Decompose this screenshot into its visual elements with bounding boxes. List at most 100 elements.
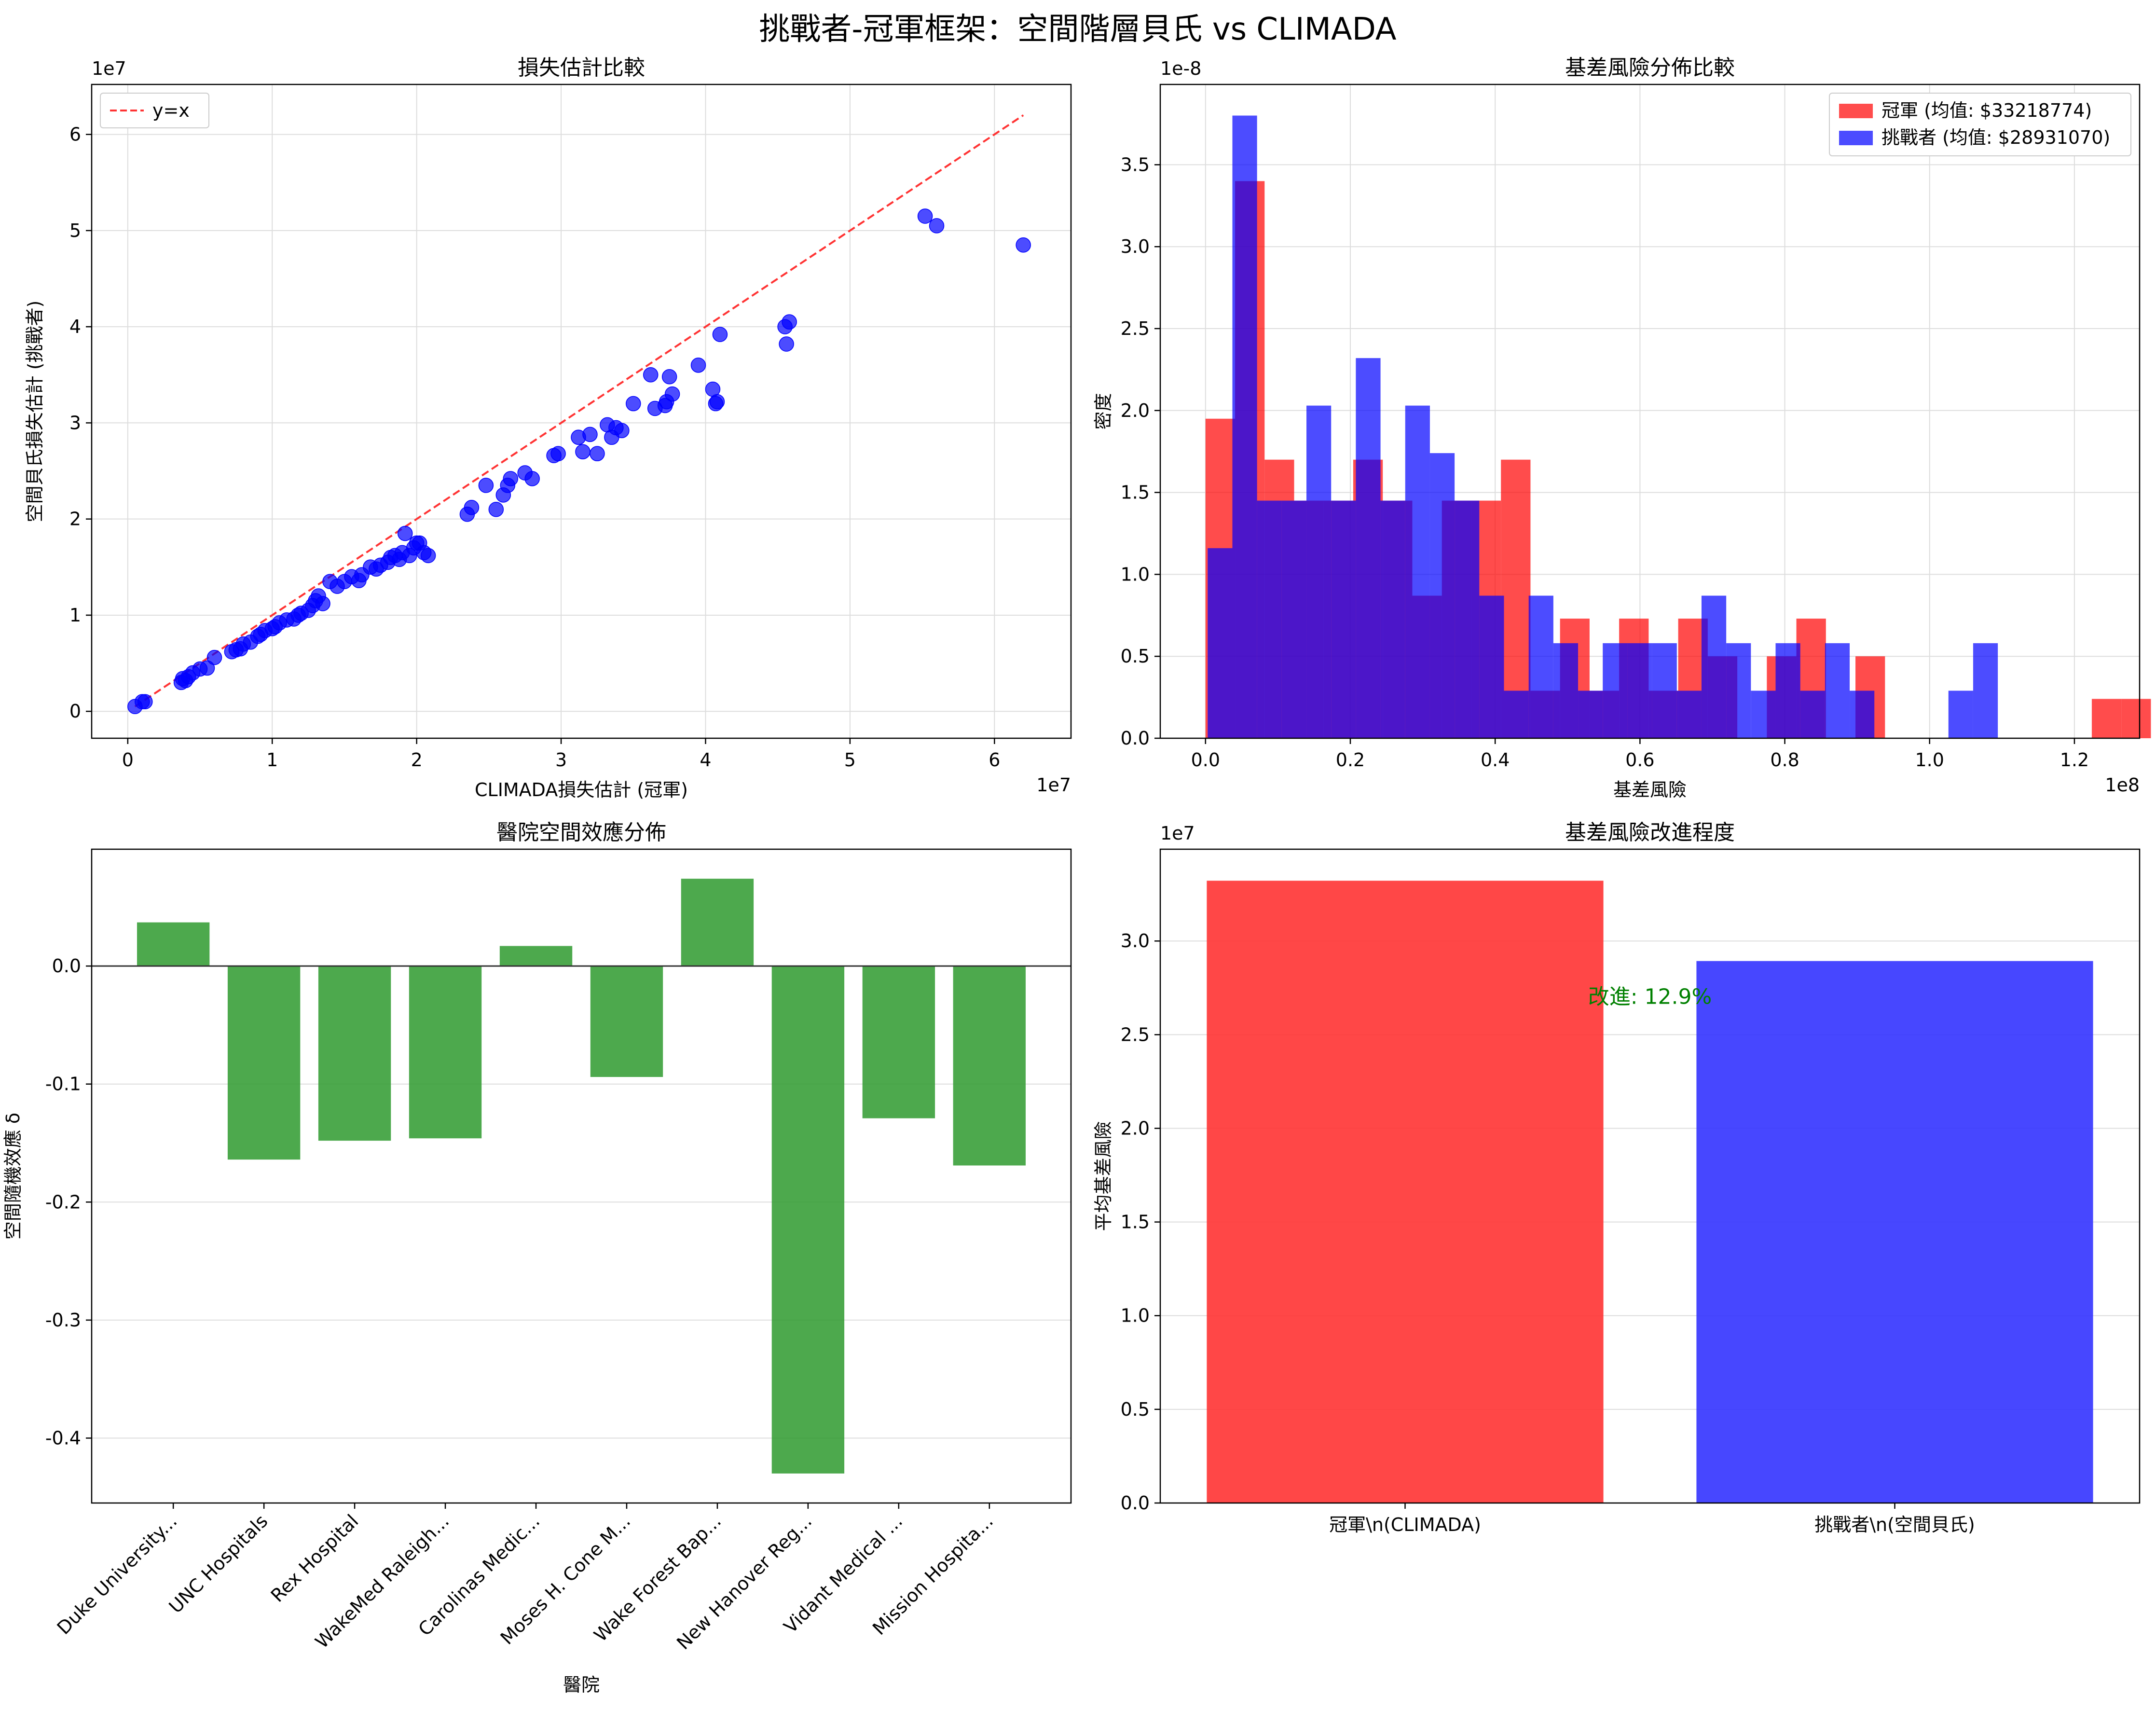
scatter-point — [524, 471, 540, 486]
scatter-point — [614, 423, 630, 439]
x-tick-label: 2 — [411, 749, 423, 771]
y-tick-label: 0.0 — [1121, 1492, 1150, 1514]
y-axis-label: 空間隨機效應 δ — [2, 1113, 24, 1240]
histogram-bar-challenger — [1553, 643, 1579, 738]
improvement-panel: 冠軍\n(CLIMADA) 挑戰者\n(空間貝氏) 0.0 0.5 1.0 1.5 2.0 2… — [1093, 820, 2141, 1535]
scatter-point — [643, 367, 659, 383]
y-tick-label: 0.5 — [1121, 646, 1150, 667]
y-tick-label: 1.0 — [1121, 1305, 1150, 1326]
axes-frame — [91, 83, 1072, 739]
histogram-bar-challenger — [1331, 500, 1356, 738]
y-tick-label: 3.0 — [1121, 930, 1150, 952]
histogram-bar-challenger — [1627, 643, 1652, 738]
y-tick-label: 0.0 — [52, 955, 81, 977]
scatter-point — [575, 444, 590, 459]
y-tick-label: 1.0 — [1121, 564, 1150, 585]
histogram-bar-challenger — [1825, 643, 1850, 738]
scatter-point — [503, 471, 519, 486]
histogram-bar-challenger — [1676, 690, 1702, 738]
spatial-effect-bar — [862, 966, 935, 1118]
scatter-point — [782, 314, 797, 330]
x-axis-label: CLIMADA損失估計 (冠軍) — [475, 779, 688, 800]
y-tick-label: 3.5 — [1121, 154, 1150, 175]
scatter-point — [929, 218, 945, 234]
spatial-effect-bar — [771, 966, 845, 1474]
histogram-bar-challenger — [1701, 595, 1727, 738]
scatter-point — [590, 446, 605, 461]
spatial-effect-bar — [227, 966, 301, 1160]
scatter-point — [199, 660, 215, 676]
x-tick-label: 5 — [844, 749, 856, 771]
scatter-point — [664, 386, 680, 402]
y-tick-label: 1.5 — [1121, 1212, 1150, 1233]
histogram-bar-challenger — [1455, 500, 1480, 738]
legend-label-challenger: 挑戰者 (均值: $28931070) — [1881, 127, 2110, 148]
histogram-bar-challenger — [1800, 690, 1825, 738]
histogram-bar-challenger — [1504, 690, 1529, 738]
histogram-bar-challenger — [1257, 500, 1282, 738]
y-tick-label: 3 — [69, 412, 81, 433]
scatter-point — [397, 525, 413, 541]
scatter-point — [315, 596, 330, 611]
scatter-point — [206, 649, 222, 665]
scatter-point — [488, 502, 504, 517]
y-tick-label: 2 — [69, 509, 81, 530]
x-tick-label: 4 — [700, 749, 711, 771]
y-tick-label: 0.5 — [1121, 1399, 1150, 1420]
scatter-point — [917, 208, 933, 224]
spatial-effect-bar — [953, 966, 1026, 1166]
axes-frame — [91, 848, 1072, 1504]
panel-title: 損失估計比較 — [518, 55, 645, 80]
y-axis-label: 密度 — [1093, 393, 1114, 429]
y-axis-label: 平均基差風險 — [1093, 1121, 1114, 1231]
y-tick-label: 0.0 — [1121, 728, 1150, 749]
x-axis-label: 基差風險 — [1613, 779, 1687, 800]
scatter-point — [626, 396, 641, 412]
y-tick-label: 0 — [69, 701, 81, 722]
histogram-bar-challenger — [1405, 405, 1430, 738]
y-tick-label: 2.0 — [1121, 1117, 1150, 1139]
y-tick-label: -0.2 — [45, 1191, 81, 1213]
y-tick-label: 2.0 — [1121, 400, 1150, 421]
spatial-effect-bar — [499, 946, 573, 966]
histogram-bar-challenger — [1429, 453, 1455, 738]
y-tick-label: 3.0 — [1121, 236, 1150, 257]
scatter-point — [779, 336, 794, 352]
histogram-bar-challenger — [1578, 690, 1603, 738]
category-label: 挑戰者\n(空間貝氏) — [1814, 1514, 1975, 1535]
x-tick-label: 0.4 — [1481, 749, 1510, 771]
scatter-point — [582, 427, 598, 442]
x-tick-label: 1.0 — [1915, 749, 1944, 771]
y-offset-label: 1e7 — [1160, 823, 1195, 844]
histogram-bar-champion — [2091, 699, 2122, 738]
spatial-effect-bar — [409, 966, 482, 1139]
x-tick-label: 1.2 — [2060, 749, 2089, 771]
x-tick-label: 1 — [266, 749, 278, 771]
histogram-bar-challenger — [1281, 500, 1307, 738]
spatial-effect-bar — [681, 879, 754, 966]
x-tick-label: 0 — [122, 749, 134, 771]
scatter-point — [712, 327, 728, 342]
scatter-point — [464, 500, 480, 515]
y-tick-label: 5 — [69, 220, 81, 241]
x-tick-label: 0.8 — [1770, 749, 1799, 771]
legend-box — [100, 93, 209, 128]
improvement-annotation: 改進: 12.9% — [1588, 985, 1712, 1009]
scatter-point — [137, 694, 153, 710]
scatter-point — [709, 394, 725, 410]
histogram-bar-challenger — [1948, 690, 1973, 738]
panel-title: 基差風險改進程度 — [1565, 820, 1735, 845]
histogram-bar-challenger — [1479, 595, 1504, 738]
scatter-point — [550, 446, 566, 461]
y-tick-label: -0.3 — [45, 1310, 81, 1331]
scatter-point — [478, 478, 494, 493]
histogram-panel: 0.0 0.2 0.4 0.6 0.8 1.0 1.2 0.0 0.5 1.0 1.5 2.0 2.5 3… — [1093, 55, 2151, 800]
reference-line-y-eq-x — [134, 114, 1024, 707]
x-tick-label: 3 — [555, 749, 567, 771]
histogram-bar-challenger — [1356, 358, 1381, 738]
spatial-effect-bar — [137, 922, 210, 966]
histogram-bar-challenger — [1652, 643, 1677, 738]
y-tick-label: 2.5 — [1121, 1024, 1150, 1045]
histogram-bar-champion — [2121, 699, 2151, 738]
